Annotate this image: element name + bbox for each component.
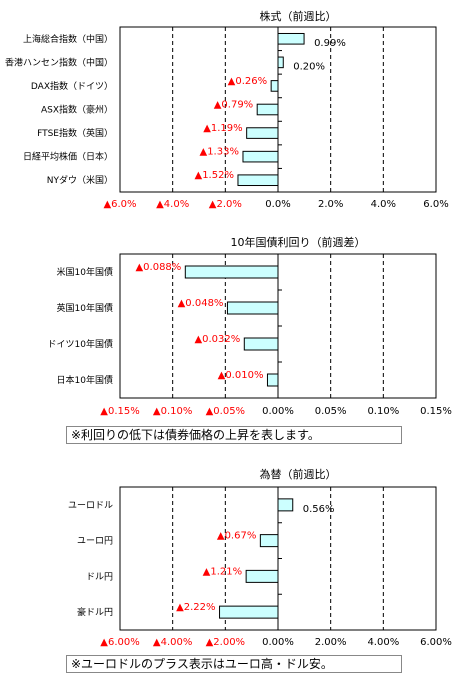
- stock-bar: [246, 127, 279, 139]
- stock-category-label: 日経平均株価（日本）: [23, 151, 113, 163]
- fx-x-tick-label: 6.00%: [420, 637, 452, 648]
- bond-x-tick-label: 0.10%: [367, 406, 399, 417]
- stock-x-tick-label: 2.0%: [318, 199, 343, 210]
- bond-bar: [243, 337, 279, 351]
- fx-x-tick-label: 4.00%: [367, 637, 399, 648]
- stock-data-label: ▲0.26%: [228, 76, 267, 87]
- bond-x-tick-label: ▲0.15%: [100, 406, 139, 417]
- stock-x-tick-label: 6.0%: [423, 199, 448, 210]
- stock-category-label: FTSE指数（英国）: [37, 127, 113, 139]
- fx-bar: [219, 605, 279, 619]
- fx-x-tick-label: 0.00%: [262, 637, 294, 648]
- bond-bar: [266, 373, 279, 387]
- fx-bar: [245, 569, 279, 583]
- fx-x-tick-label: ▲2.00%: [206, 637, 245, 648]
- stock-data-label: 0.20%: [293, 61, 325, 72]
- stock-bar: [277, 32, 305, 45]
- bond-data-label: ▲0.032%: [194, 334, 240, 345]
- fx-data-label: ▲0.67%: [217, 531, 256, 542]
- stock-bar: [237, 174, 279, 187]
- stock-category-label: DAX指数（ドイツ）: [31, 80, 113, 92]
- bond-x-tick-label: 0.00%: [262, 406, 294, 417]
- fx-bar: [259, 534, 279, 548]
- bond-x-tick-label: 0.15%: [420, 406, 452, 417]
- fx-category-label: ユーロ円: [77, 536, 113, 547]
- bond-bar: [184, 265, 279, 279]
- stock-data-label: ▲1.33%: [200, 147, 239, 158]
- stock-data-label: ▲1.52%: [195, 170, 234, 181]
- bond-category-label: ドイツ10年国債: [48, 338, 113, 350]
- stock-bar: [256, 103, 279, 116]
- stock-x-tick-label: ▲4.0%: [156, 199, 189, 210]
- bond-data-label: ▲0.088%: [135, 262, 181, 273]
- bond-bar: [226, 301, 279, 315]
- stock-data-label: ▲1.19%: [203, 123, 242, 134]
- stock-x-tick-label: 0.0%: [265, 199, 290, 210]
- stock-bar: [242, 150, 279, 163]
- fx-category-label: ドル円: [86, 571, 113, 582]
- stock-x-tick-label: 4.0%: [371, 199, 396, 210]
- fx-note: ※ユーロドルのプラス表示はユーロ高・ドル安。: [66, 655, 402, 673]
- stock-x-tick-label: ▲2.0%: [209, 199, 242, 210]
- bond-note: ※利回りの低下は債券価格の上昇を表します。: [66, 426, 402, 444]
- stock-category-label: NYダウ（米国）: [47, 174, 113, 186]
- fx-category-label: ユーロドル: [68, 501, 113, 511]
- bond-category-label: 英国10年国債: [57, 302, 113, 314]
- bond-x-tick-label: 0.05%: [315, 406, 347, 417]
- stock-category-label: ASX指数（豪州）: [41, 104, 113, 116]
- bond-chart-title: 10年国債利回り（前週差）: [231, 235, 366, 249]
- bond-category-label: 日本10年国債: [57, 374, 113, 386]
- stock-data-label: 0.99%: [314, 38, 346, 49]
- fx-data-label: ▲2.22%: [176, 602, 215, 613]
- fx-x-tick-label: ▲4.00%: [153, 637, 192, 648]
- fx-x-tick-label: 2.00%: [315, 637, 347, 648]
- fx-data-label: ▲1.21%: [203, 566, 242, 577]
- stock-category-label: 上海総合指数（中国）: [23, 33, 113, 45]
- fx-bar: [277, 498, 294, 512]
- stock-chart-title: 株式（前週比）: [260, 9, 337, 23]
- bond-data-label: ▲0.048%: [178, 298, 224, 309]
- stock-bar: [277, 56, 284, 69]
- stock-category-label: 香港ハンセン指数（中国）: [5, 56, 113, 68]
- bond-x-tick-label: ▲0.05%: [206, 406, 245, 417]
- bond-data-label: ▲0.010%: [218, 370, 264, 381]
- stock-bar: [270, 80, 279, 92]
- fx-x-tick-label: ▲6.00%: [100, 637, 139, 648]
- fx-chart-title: 為替（前週比）: [260, 467, 337, 481]
- bond-category-label: 米国10年国債: [57, 266, 113, 278]
- stock-x-tick-label: ▲6.0%: [103, 199, 136, 210]
- fx-data-label: 0.56%: [303, 504, 335, 515]
- fx-category-label: 豪ドル円: [77, 606, 113, 618]
- stock-data-label: ▲0.79%: [214, 100, 253, 111]
- bond-x-tick-label: ▲0.10%: [153, 406, 192, 417]
